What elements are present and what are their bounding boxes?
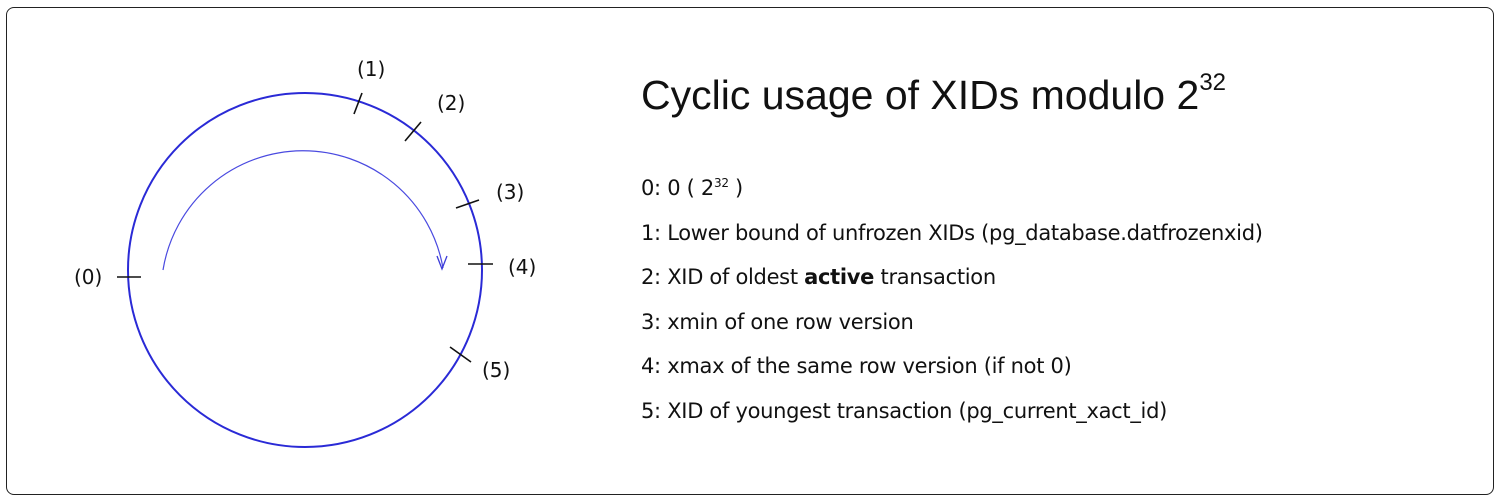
legend-item: 5: XID of youngest transaction (pg_curre…	[641, 399, 1263, 444]
legend-text: 5: XID of youngest transaction (pg_curre…	[641, 398, 1167, 423]
diagram-title: Cyclic usage of XIDs modulo 232	[641, 69, 1227, 119]
marker-label-3: (3)	[496, 180, 524, 204]
direction-arrow	[162, 150, 444, 271]
title-exponent: 32	[1199, 69, 1227, 97]
legend-text: 3: xmin of one row version	[641, 309, 914, 334]
legend-item: 3: xmin of one row version	[641, 310, 1263, 355]
legend-exponent: 32	[713, 176, 729, 190]
xid-circle	[127, 92, 483, 448]
legend-text: 4: xmax of the same row version (if not …	[641, 354, 1072, 379]
legend-item: 0: 0 ( 232 )	[641, 176, 1263, 221]
legend-text: 0: 0 ( 2	[641, 176, 714, 200]
tick-5	[449, 346, 472, 363]
legend-text: transaction	[874, 265, 997, 290]
legend-item: 1: Lower bound of unfrozen XIDs (pg_data…	[641, 221, 1263, 266]
marker-label-5: (5)	[482, 358, 510, 382]
marker-label-0: (0)	[74, 265, 102, 289]
marker-label-1: (1)	[357, 57, 385, 81]
tick-3	[455, 199, 480, 209]
legend-text: 1: Lower bound of unfrozen XIDs (pg_data…	[641, 220, 1263, 245]
marker-label-2: (2)	[437, 91, 465, 115]
legend-text: 2: XID of oldest	[641, 265, 805, 290]
tick-2	[404, 121, 422, 142]
figure-border	[6, 7, 1494, 495]
legend-item: 2: XID of oldest active transaction	[641, 265, 1263, 310]
marker-label-4: (4)	[508, 255, 536, 279]
legend-item: 4: xmax of the same row version (if not …	[641, 354, 1263, 399]
legend-list: 0: 0 ( 232 ) 1: Lower bound of unfrozen …	[641, 176, 1263, 444]
legend-text: )	[728, 176, 743, 200]
title-text: Cyclic usage of XIDs modulo 2	[641, 72, 1200, 118]
legend-emphasis: active	[804, 265, 875, 290]
arrowhead-icon	[436, 255, 448, 271]
tick-1	[353, 92, 363, 115]
